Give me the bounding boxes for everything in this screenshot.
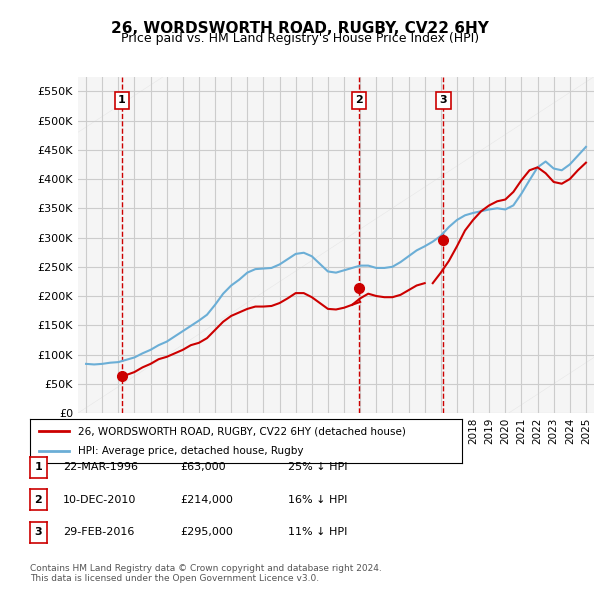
Text: 29-FEB-2016: 29-FEB-2016 xyxy=(63,527,134,537)
Text: Contains HM Land Registry data © Crown copyright and database right 2024.
This d: Contains HM Land Registry data © Crown c… xyxy=(30,563,382,583)
Text: 25% ↓ HPI: 25% ↓ HPI xyxy=(288,463,347,472)
Text: £63,000: £63,000 xyxy=(180,463,226,472)
Text: Price paid vs. HM Land Registry's House Price Index (HPI): Price paid vs. HM Land Registry's House … xyxy=(121,32,479,45)
Text: 16% ↓ HPI: 16% ↓ HPI xyxy=(288,495,347,504)
Text: 1: 1 xyxy=(35,463,42,472)
Text: 26, WORDSWORTH ROAD, RUGBY, CV22 6HY (detached house): 26, WORDSWORTH ROAD, RUGBY, CV22 6HY (de… xyxy=(77,427,406,436)
Text: £214,000: £214,000 xyxy=(180,495,233,504)
Text: 22-MAR-1996: 22-MAR-1996 xyxy=(63,463,138,472)
Text: 10-DEC-2010: 10-DEC-2010 xyxy=(63,495,136,504)
Text: 26, WORDSWORTH ROAD, RUGBY, CV22 6HY: 26, WORDSWORTH ROAD, RUGBY, CV22 6HY xyxy=(111,21,489,35)
Text: HPI: Average price, detached house, Rugby: HPI: Average price, detached house, Rugb… xyxy=(77,446,303,455)
Text: 2: 2 xyxy=(355,95,363,105)
Text: 3: 3 xyxy=(35,527,42,537)
Text: £295,000: £295,000 xyxy=(180,527,233,537)
Text: 1: 1 xyxy=(118,95,126,105)
Text: 2: 2 xyxy=(35,495,42,504)
Text: 3: 3 xyxy=(440,95,447,105)
Text: 11% ↓ HPI: 11% ↓ HPI xyxy=(288,527,347,537)
